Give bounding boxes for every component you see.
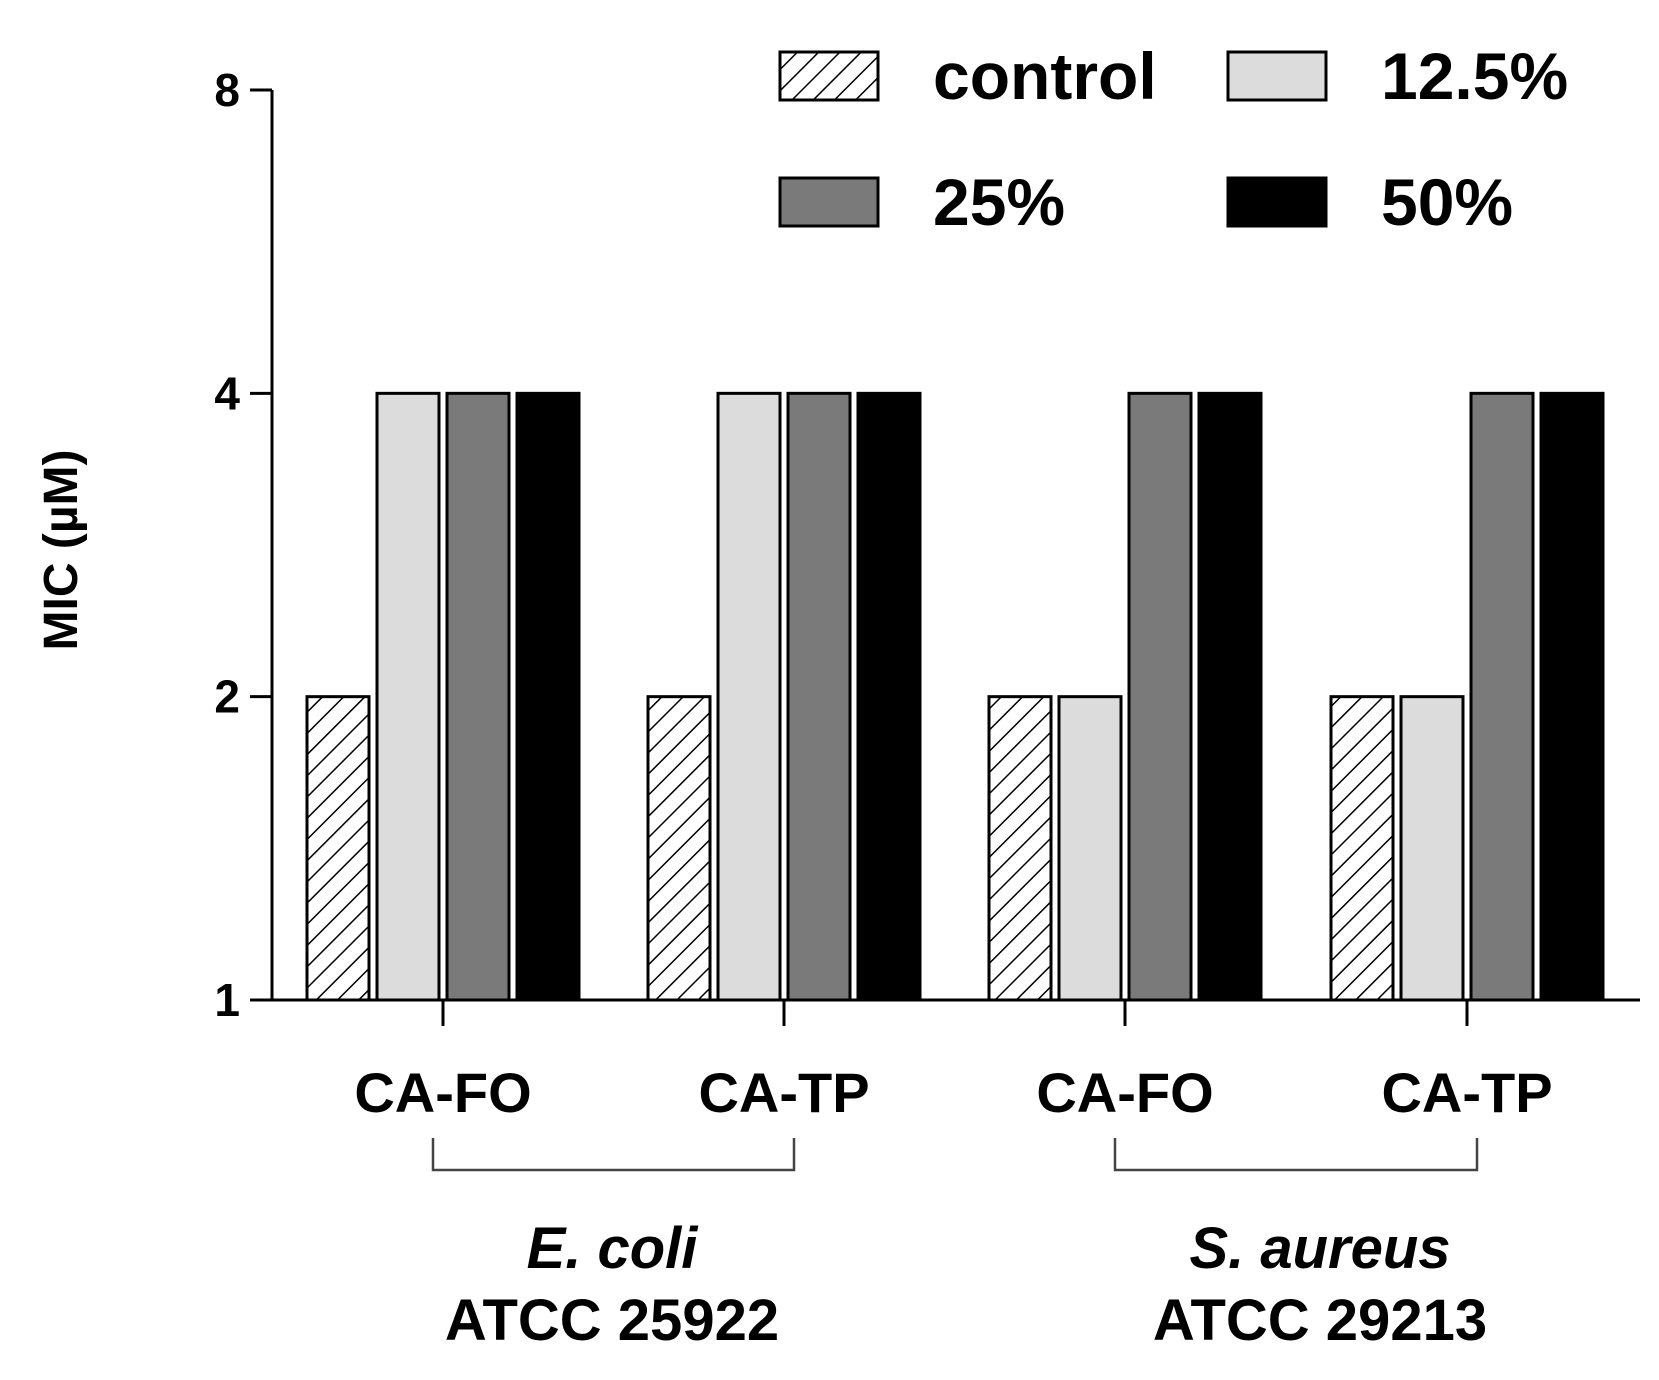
x-tick-label: CA-FO xyxy=(354,1061,531,1124)
legend-swatch xyxy=(1226,176,1328,228)
bar xyxy=(1399,695,1465,1002)
bar xyxy=(445,391,511,1002)
bar xyxy=(856,391,922,1002)
y-axis-label: MIC (µM) xyxy=(35,450,88,651)
group-bracket xyxy=(431,1138,796,1172)
legend-label: control xyxy=(933,39,1157,113)
y-tick-label: 2 xyxy=(214,671,240,723)
legend-swatch xyxy=(778,50,880,102)
bar xyxy=(1127,391,1193,1002)
legend: control 12.5% 25% 50% xyxy=(778,39,1568,239)
bar xyxy=(1197,391,1263,1002)
bar xyxy=(1329,695,1395,1002)
y-tick-label: 1 xyxy=(214,974,240,1026)
legend-label: 50% xyxy=(1381,165,1513,239)
x-tick-label: CA-TP xyxy=(1381,1061,1552,1124)
legend-swatch xyxy=(1226,50,1328,102)
x-tick-label: CA-FO xyxy=(1036,1061,1213,1124)
bar xyxy=(786,391,852,1002)
y-tick-label: 4 xyxy=(214,367,240,419)
bar xyxy=(1539,391,1605,1002)
y-tick-label: 8 xyxy=(214,64,240,116)
legend-swatch xyxy=(778,176,880,228)
group-strain-label: ATCC 29213 xyxy=(1153,1288,1487,1353)
group-name-label: E. coli xyxy=(527,1216,700,1281)
bar xyxy=(646,695,712,1002)
bar xyxy=(305,695,371,1002)
bar xyxy=(1057,695,1123,1002)
group-strain-label: ATCC 25922 xyxy=(445,1288,779,1353)
bar xyxy=(375,391,441,1002)
bar xyxy=(515,391,581,1002)
group-bracket xyxy=(1113,1138,1479,1172)
labels: 1 2 4 8 MIC (µM) CA-FO CA-TP CA-FO CA-TP E. coli A… xyxy=(35,64,1553,1353)
bars xyxy=(305,391,1605,1002)
bar xyxy=(987,695,1053,1002)
x-tick-label: CA-TP xyxy=(698,1061,869,1124)
bar xyxy=(716,391,782,1002)
legend-label: 25% xyxy=(933,165,1065,239)
group-name-label: S. aureus xyxy=(1189,1216,1450,1281)
legend-label: 12.5% xyxy=(1381,39,1568,113)
bar xyxy=(1469,391,1535,1002)
